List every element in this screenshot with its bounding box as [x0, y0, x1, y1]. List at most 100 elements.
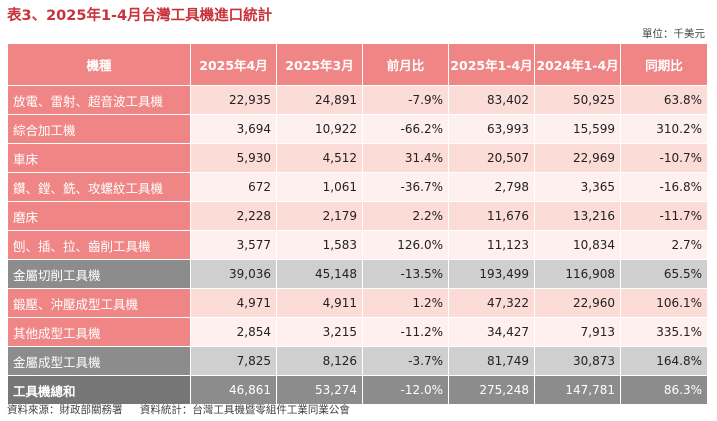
value-cell: 53,274: [276, 375, 363, 405]
table-row: 鑽、鏜、銑、攻螺紋工具機 672 1,061 -36.7% 2,798 3,365 -16.…: [7, 172, 708, 202]
value-cell: 7,825: [190, 346, 277, 376]
value-cell: -36.7%: [362, 172, 449, 202]
value-cell: 4,971: [190, 288, 277, 318]
value-cell: 3,577: [190, 230, 277, 260]
value-cell: 22,935: [190, 85, 277, 115]
column-header-machine-type: 機種: [7, 43, 191, 86]
value-cell: 4,512: [276, 143, 363, 173]
value-cell: -11.7%: [620, 201, 708, 231]
value-cell: 11,676: [448, 201, 535, 231]
import-statistics-table: 機種 2025年4月 2025年3月 前月比 2025年1-4月 2024年1-…: [7, 43, 708, 405]
total-row: 工具機總和 46,861 53,274 -12.0% 275,248 147,781 86.…: [7, 375, 708, 405]
value-cell: 7,913: [534, 317, 621, 347]
source-note: 資料來源：財政部關務署 資料統計：台灣工具機暨零組件工業同業公會: [7, 402, 364, 417]
value-cell: 116,908: [534, 259, 621, 289]
value-cell: 3,215: [276, 317, 363, 347]
value-cell: 3,694: [190, 114, 277, 144]
column-header-apr-2025: 2025年4月: [190, 43, 277, 86]
value-cell: 34,427: [448, 317, 535, 347]
column-header-yoy-change: 同期比: [620, 43, 708, 86]
value-cell: 15,599: [534, 114, 621, 144]
value-cell: -13.5%: [362, 259, 449, 289]
value-cell: -66.2%: [362, 114, 449, 144]
value-cell: -16.8%: [620, 172, 708, 202]
table-row: 刨、插、拉、齒削工具機 3,577 1,583 126.0% 11,123 10,834 2…: [7, 230, 708, 260]
value-cell: 50,925: [534, 85, 621, 115]
value-cell: 22,969: [534, 143, 621, 173]
machine-type-cell: 其他成型工具機: [7, 317, 191, 347]
table-title: 表3、2025年1-4月台灣工具機進口統計: [7, 8, 273, 24]
machine-type-cell: 金屬成型工具機: [7, 346, 191, 376]
value-cell: 13,216: [534, 201, 621, 231]
value-cell: -12.0%: [362, 375, 449, 405]
table-row: 綜合加工機 3,694 10,922 -66.2% 63,993 15,599 310.2%: [7, 114, 708, 144]
value-cell: 11,123: [448, 230, 535, 260]
value-cell: 24,891: [276, 85, 363, 115]
value-cell: 310.2%: [620, 114, 708, 144]
value-cell: 147,781: [534, 375, 621, 405]
column-header-mom-change: 前月比: [362, 43, 449, 86]
machine-type-cell: 綜合加工機: [7, 114, 191, 144]
machine-type-cell: 鍛壓、沖壓成型工具機: [7, 288, 191, 318]
unit-label: 單位：千美元: [642, 28, 705, 40]
value-cell: 106.1%: [620, 288, 708, 318]
value-cell: 2,179: [276, 201, 363, 231]
value-cell: 335.1%: [620, 317, 708, 347]
value-cell: 2,798: [448, 172, 535, 202]
value-cell: 10,834: [534, 230, 621, 260]
table-row: 車床 5,930 4,512 31.4% 20,507 22,969 -10.7%: [7, 143, 708, 173]
value-cell: 63,993: [448, 114, 535, 144]
value-cell: 10,922: [276, 114, 363, 144]
value-cell: 3,365: [534, 172, 621, 202]
data-source-text: 資料來源：財政部關務署: [7, 404, 123, 416]
subtotal-row: 金屬切削工具機 39,036 45,148 -13.5% 193,499 116,908 6…: [7, 259, 708, 289]
value-cell: 83,402: [448, 85, 535, 115]
value-cell: 65.5%: [620, 259, 708, 289]
machine-type-cell: 鑽、鏜、銑、攻螺紋工具機: [7, 172, 191, 202]
value-cell: -7.9%: [362, 85, 449, 115]
column-header-jan-apr-2024: 2024年1-4月: [534, 43, 621, 86]
value-cell: 2,854: [190, 317, 277, 347]
value-cell: 193,499: [448, 259, 535, 289]
column-header-jan-apr-2025: 2025年1-4月: [448, 43, 535, 86]
value-cell: 20,507: [448, 143, 535, 173]
value-cell: 22,960: [534, 288, 621, 318]
value-cell: 275,248: [448, 375, 535, 405]
value-cell: 164.8%: [620, 346, 708, 376]
column-header-mar-2025: 2025年3月: [276, 43, 363, 86]
table-row: 其他成型工具機 2,854 3,215 -11.2% 34,427 7,913 335.1%: [7, 317, 708, 347]
header-row: 機種 2025年4月 2025年3月 前月比 2025年1-4月 2024年1-…: [7, 43, 708, 86]
value-cell: 39,036: [190, 259, 277, 289]
value-cell: 47,322: [448, 288, 535, 318]
machine-type-cell: 金屬切削工具機: [7, 259, 191, 289]
table-row: 磨床 2,228 2,179 2.2% 11,676 13,216 -11.7%: [7, 201, 708, 231]
value-cell: -10.7%: [620, 143, 708, 173]
machine-type-cell: 刨、插、拉、齒削工具機: [7, 230, 191, 260]
value-cell: 4,911: [276, 288, 363, 318]
value-cell: 5,930: [190, 143, 277, 173]
value-cell: -11.2%: [362, 317, 449, 347]
value-cell: 1.2%: [362, 288, 449, 318]
value-cell: 30,873: [534, 346, 621, 376]
value-cell: 1,061: [276, 172, 363, 202]
machine-type-cell: 放電、雷射、超音波工具機: [7, 85, 191, 115]
value-cell: -3.7%: [362, 346, 449, 376]
subtotal-row: 金屬成型工具機 7,825 8,126 -3.7% 81,749 30,873 164.8%: [7, 346, 708, 376]
value-cell: 8,126: [276, 346, 363, 376]
value-cell: 63.8%: [620, 85, 708, 115]
machine-type-cell: 磨床: [7, 201, 191, 231]
value-cell: 2,228: [190, 201, 277, 231]
value-cell: 81,749: [448, 346, 535, 376]
value-cell: 46,861: [190, 375, 277, 405]
value-cell: 126.0%: [362, 230, 449, 260]
value-cell: 1,583: [276, 230, 363, 260]
table-row: 鍛壓、沖壓成型工具機 4,971 4,911 1.2% 47,322 22,960 106.…: [7, 288, 708, 318]
value-cell: 86.3%: [620, 375, 708, 405]
value-cell: 2.7%: [620, 230, 708, 260]
value-cell: 45,148: [276, 259, 363, 289]
machine-type-cell: 工具機總和: [7, 375, 191, 405]
value-cell: 2.2%: [362, 201, 449, 231]
data-statistics-text: 資料統計：台灣工具機暨零組件工業同業公會: [139, 404, 350, 416]
machine-type-cell: 車床: [7, 143, 191, 173]
value-cell: 31.4%: [362, 143, 449, 173]
